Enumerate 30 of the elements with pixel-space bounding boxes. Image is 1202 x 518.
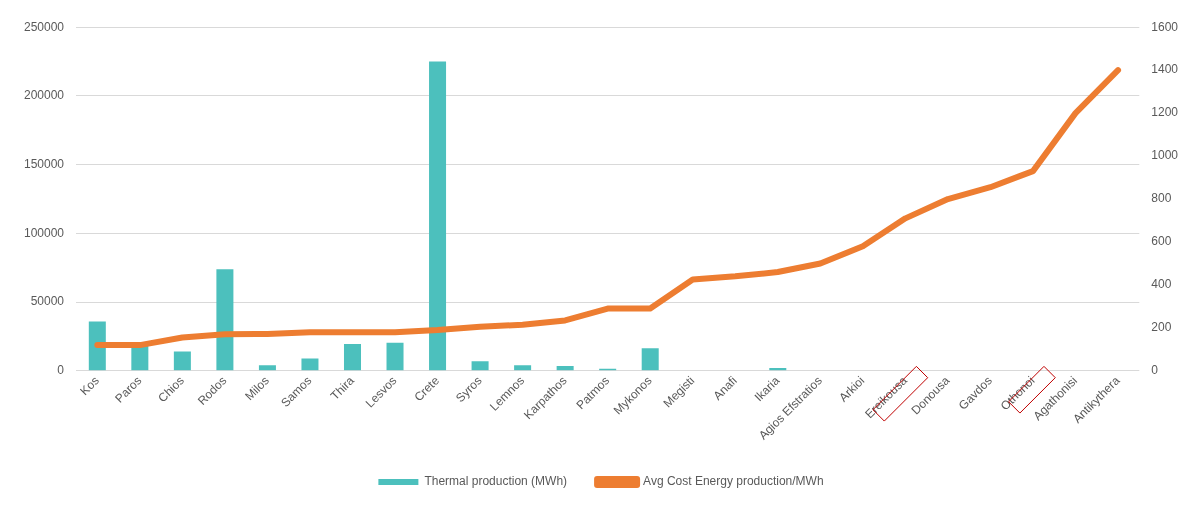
bar [343, 344, 361, 371]
y-tick-label: 250000 [24, 19, 65, 34]
legend-label: Thermal production (MWh) [424, 474, 568, 489]
y2-tick-label: 0 [1151, 363, 1159, 378]
y2-tick-label: 600 [1151, 234, 1172, 249]
y-tick-label: 150000 [24, 156, 65, 171]
x-tick-label: Kos [77, 373, 102, 399]
legend-label: Avg Cost Energy production/MWh [643, 474, 824, 489]
bar [216, 269, 234, 371]
bar [173, 351, 191, 371]
bar [258, 365, 276, 371]
y2-tick-label: 200 [1151, 320, 1172, 335]
y-tick-label: 50000 [30, 294, 65, 309]
bar [386, 342, 404, 371]
bar [429, 61, 447, 371]
bar [556, 366, 574, 371]
bar [471, 361, 489, 371]
y2-tick-label: 800 [1151, 191, 1172, 206]
y-tick-label: 0 [57, 363, 65, 378]
y2-tick-label: 400 [1151, 277, 1172, 292]
bar [514, 365, 532, 371]
y2-tick-label: 1000 [1151, 148, 1179, 163]
bar [301, 358, 319, 371]
y2-tick-label: 1200 [1151, 105, 1179, 120]
y-tick-label: 100000 [24, 225, 65, 240]
y-tick-label: 200000 [24, 88, 65, 103]
bar [641, 348, 659, 371]
y2-tick-label: 1600 [1151, 19, 1179, 34]
y2-tick-label: 1400 [1151, 62, 1179, 77]
bar [88, 321, 106, 371]
